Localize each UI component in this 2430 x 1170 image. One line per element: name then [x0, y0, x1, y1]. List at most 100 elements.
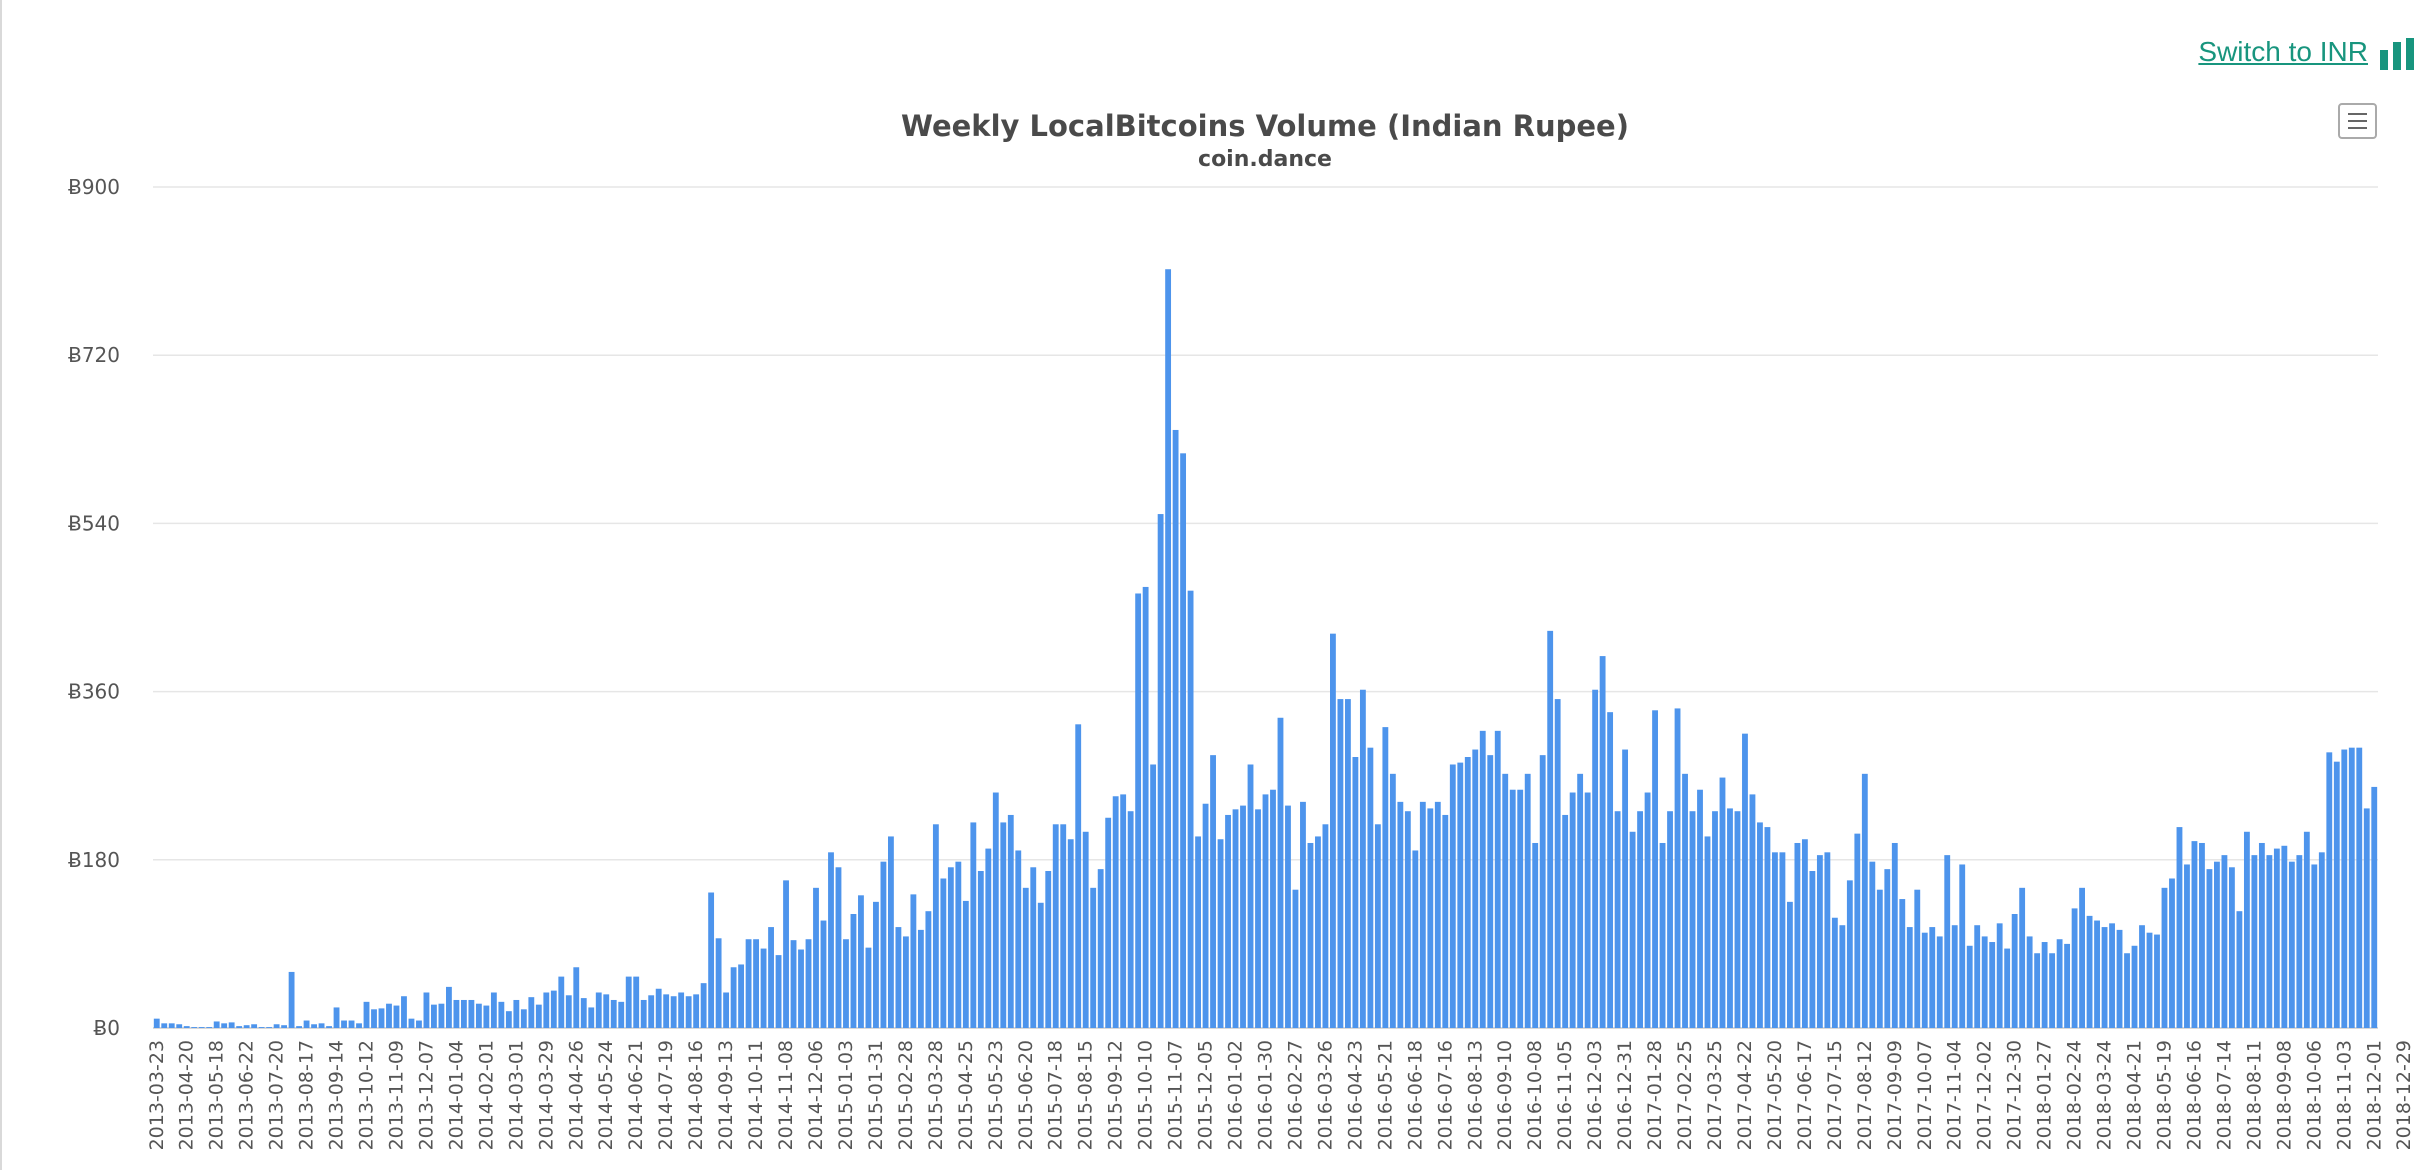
bar — [1772, 852, 1778, 1028]
bar — [401, 996, 407, 1028]
bar — [588, 1007, 595, 1028]
bar — [932, 824, 939, 1028]
bar — [2184, 864, 2190, 1028]
bar — [2243, 831, 2250, 1028]
bar — [1210, 755, 1216, 1028]
x-tick-label: 2017-01-28 — [1644, 1040, 1666, 1150]
x-tick-label: 2017-10-07 — [1914, 1040, 1936, 1150]
bar — [1884, 869, 1891, 1028]
x-tick-label: 2018-08-11 — [2243, 1040, 2265, 1150]
bar — [318, 1023, 325, 1028]
bar — [1187, 590, 1194, 1028]
bar — [700, 983, 707, 1028]
bar — [1067, 839, 1074, 1028]
bar — [2326, 752, 2333, 1028]
bar — [693, 994, 700, 1028]
bar — [453, 999, 460, 1028]
bar — [723, 992, 730, 1028]
bar — [2094, 920, 2100, 1028]
bar — [1974, 925, 1981, 1028]
bar — [1030, 867, 1037, 1028]
bar — [371, 1009, 377, 1028]
bar — [1015, 850, 1022, 1028]
bar — [1037, 902, 1044, 1028]
x-tick-label: 2013-07-20 — [266, 1040, 288, 1150]
x-tick-label: 2015-10-10 — [1135, 1040, 1157, 1150]
bar — [341, 1020, 347, 1028]
bar — [1944, 855, 1951, 1028]
bar — [273, 1024, 280, 1028]
bar — [1277, 717, 1284, 1028]
bar — [902, 936, 909, 1028]
bar — [2109, 923, 2115, 1028]
x-tick-label: 2014-08-16 — [685, 1040, 707, 1150]
bar — [910, 894, 917, 1028]
bar — [895, 927, 902, 1028]
x-tick-label: 2014-12-06 — [805, 1040, 827, 1150]
bar — [1359, 689, 1366, 1028]
bar — [2131, 945, 2138, 1028]
bar — [2363, 808, 2370, 1028]
bar — [1330, 633, 1336, 1028]
bar — [1285, 805, 1291, 1028]
bar — [1757, 822, 1763, 1028]
bar — [805, 939, 812, 1028]
bar — [348, 1020, 355, 1028]
y-tick-label: Ƀ540 — [68, 511, 120, 535]
bar — [326, 1026, 332, 1028]
bar — [1217, 839, 1224, 1028]
x-tick-label: 2014-11-08 — [775, 1040, 797, 1150]
bar — [1809, 871, 1816, 1028]
bar — [2318, 852, 2325, 1028]
bar — [1097, 869, 1104, 1028]
left-frame-border — [0, 0, 2, 1170]
bar — [1644, 792, 1651, 1028]
bar — [1487, 755, 1494, 1028]
bar — [1472, 749, 1479, 1028]
bar — [655, 988, 662, 1028]
bar — [670, 996, 677, 1028]
x-tick-label: 2017-02-25 — [1674, 1040, 1696, 1150]
bar — [715, 938, 722, 1028]
x-tick-label: 2013-04-20 — [176, 1040, 198, 1150]
bar-chart-icon[interactable] — [2378, 38, 2416, 70]
bar — [1112, 796, 1119, 1028]
bar — [2258, 842, 2265, 1028]
bar — [1367, 747, 1374, 1028]
bar — [528, 997, 535, 1028]
bar — [2266, 855, 2273, 1028]
bar — [610, 999, 617, 1028]
bar — [595, 992, 602, 1028]
bar — [1322, 824, 1329, 1028]
bar — [505, 1011, 512, 1028]
bar — [386, 1003, 392, 1028]
bar — [1637, 811, 1643, 1028]
bar — [2176, 827, 2183, 1028]
x-tick-label: 2013-03-23 — [146, 1040, 168, 1150]
bar — [2311, 864, 2318, 1028]
x-tick-label: 2014-03-01 — [505, 1040, 527, 1150]
bar — [1742, 733, 1748, 1028]
bar — [1764, 827, 1771, 1028]
bar — [2071, 908, 2078, 1028]
bar — [783, 880, 789, 1028]
bar — [2296, 855, 2303, 1028]
bar — [2281, 845, 2288, 1028]
bar — [1434, 801, 1441, 1028]
bar — [1517, 789, 1524, 1028]
bar — [1921, 932, 1928, 1028]
bar — [1906, 927, 1913, 1028]
bar-chart-icon-bar-1 — [2380, 50, 2388, 70]
bar — [1180, 453, 1187, 1028]
bar — [483, 1005, 490, 1028]
bar-series — [153, 269, 2378, 1029]
chart-menu-button[interactable] — [2338, 103, 2377, 139]
bar — [1225, 814, 1231, 1028]
x-tick-label: 2018-04-21 — [2124, 1040, 2146, 1150]
bar — [1270, 789, 1276, 1028]
switch-currency-link[interactable]: Switch to INR — [2198, 36, 2368, 67]
x-tick-label: 2017-03-25 — [1704, 1040, 1726, 1150]
x-tick-label: 2018-11-03 — [2333, 1040, 2355, 1150]
bar — [176, 1024, 183, 1028]
bar — [1195, 836, 1201, 1028]
